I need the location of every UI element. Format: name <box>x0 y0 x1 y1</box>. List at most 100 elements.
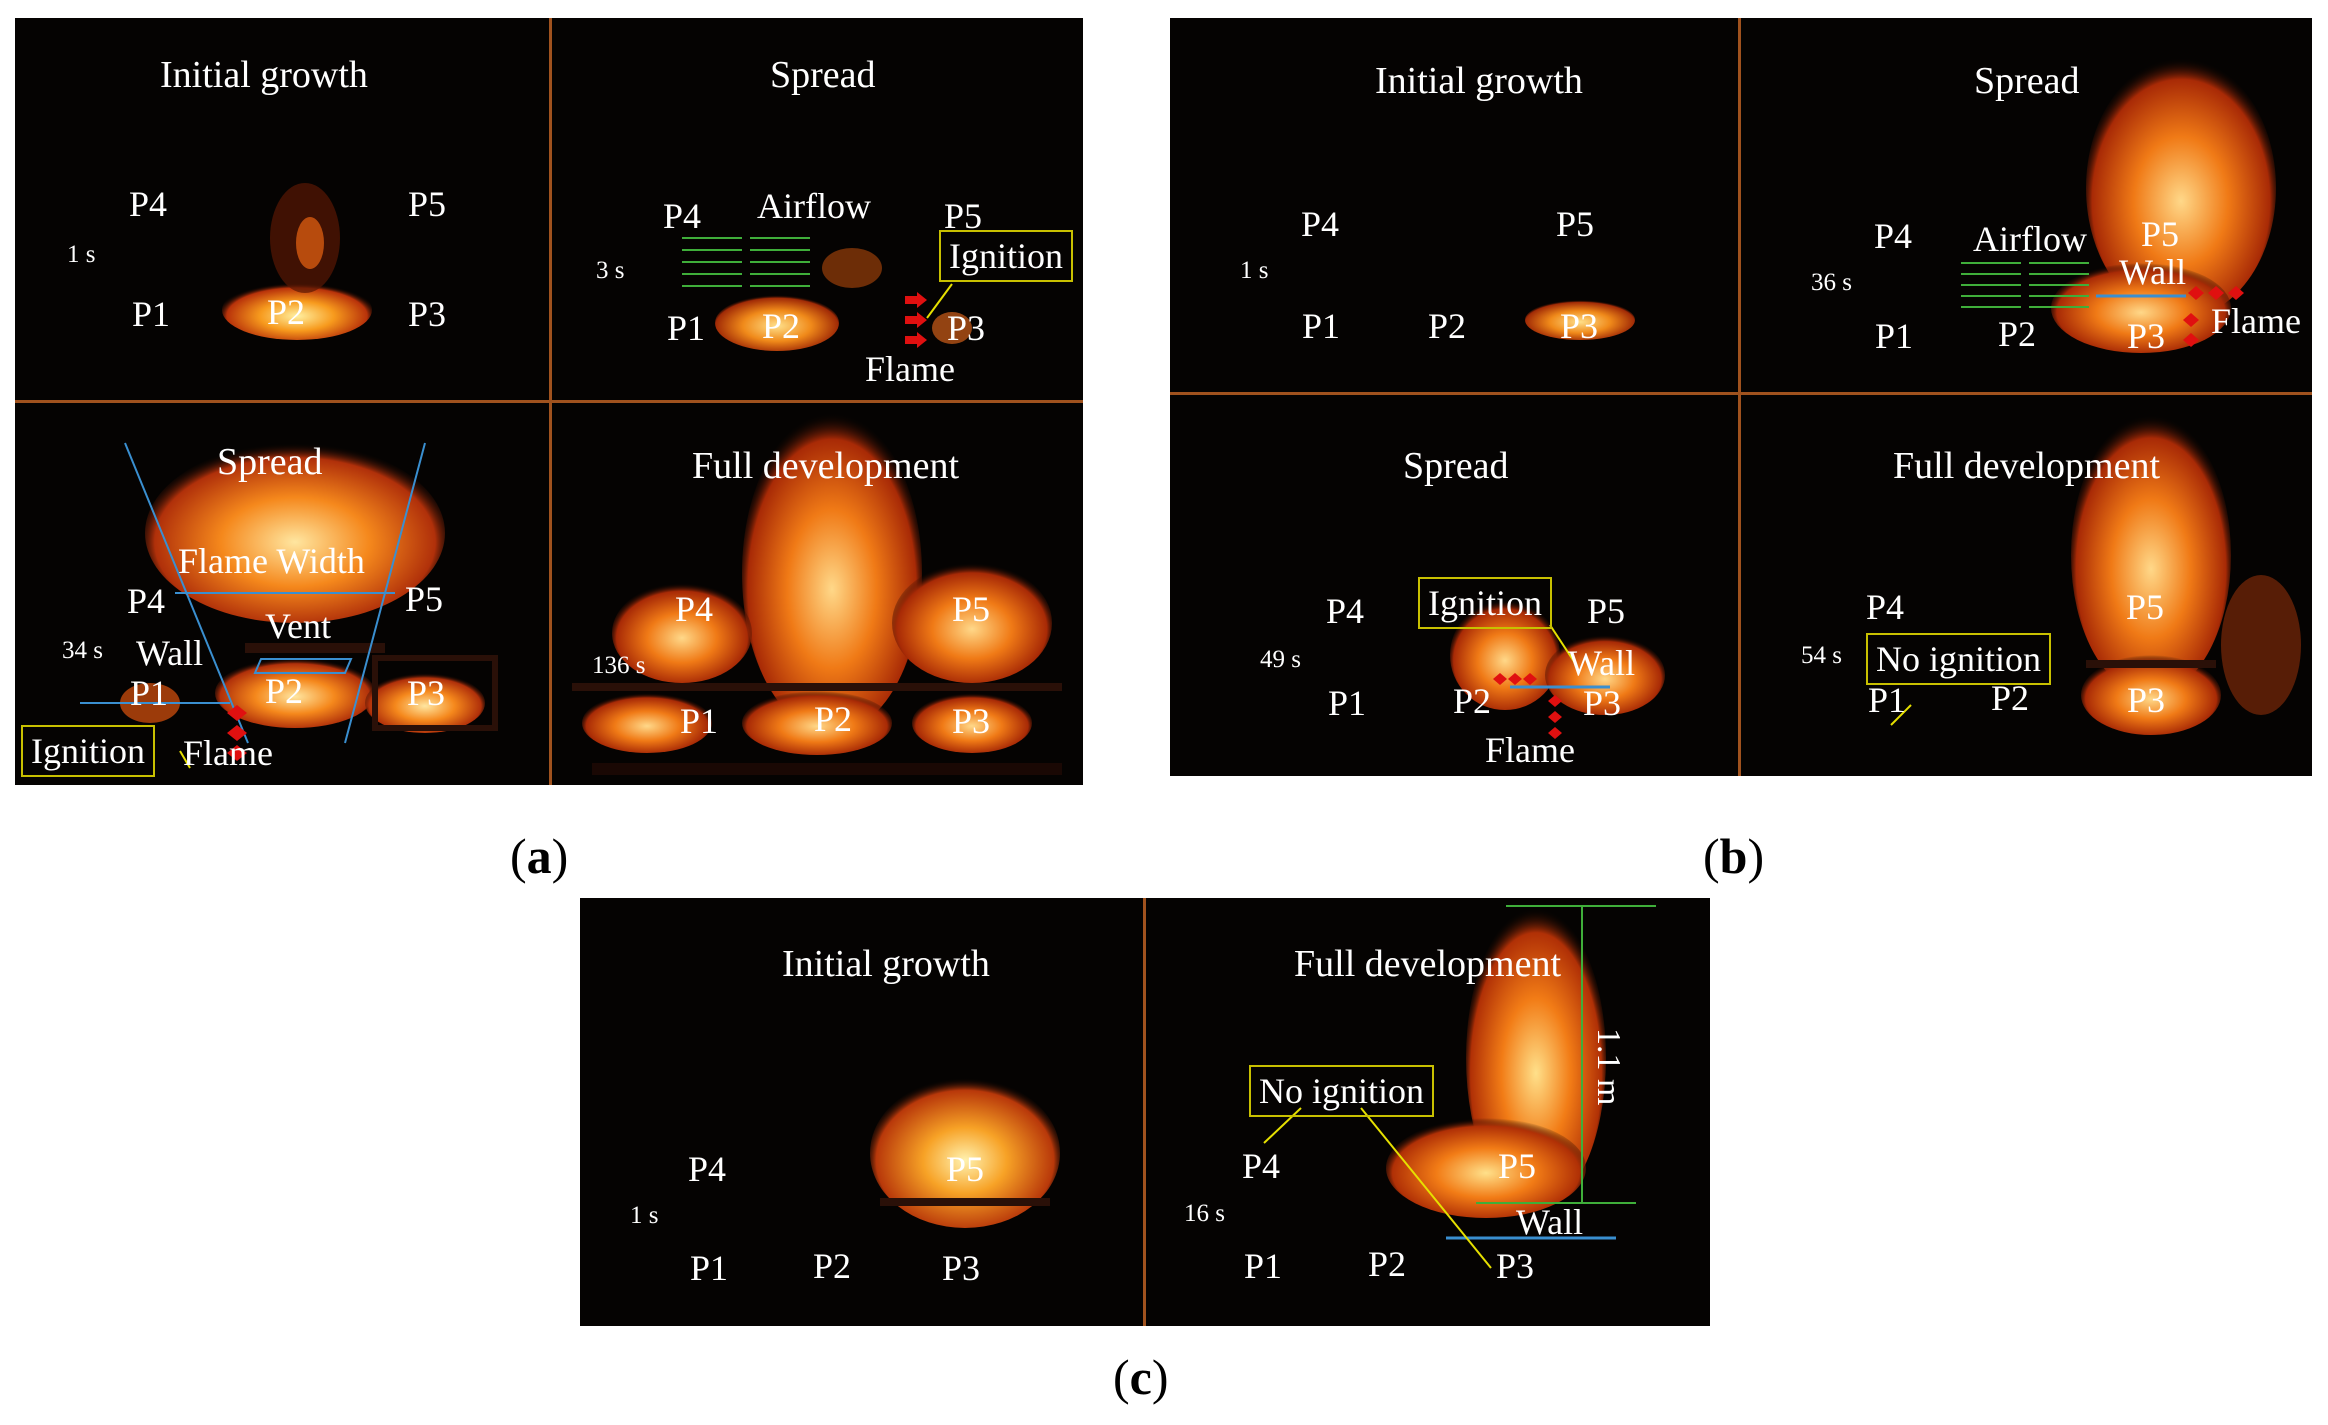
position-label-p3: P3 <box>2127 680 2166 720</box>
panel-c-initial-growth: Initial growth P4 P5 1 s P1 P2 P3 <box>580 898 1143 1326</box>
flame-image <box>1890 415 2301 735</box>
position-label-p3: P3 <box>408 294 447 334</box>
divider <box>15 400 1083 403</box>
time-stamp: 1 s <box>1240 257 1269 284</box>
panel-a-spread: Spread Airflow P4 P5 Ignition 3 s P1 P2 … <box>552 18 1083 400</box>
time-stamp: 16 s <box>1184 1200 1225 1227</box>
position-label-p4: P4 <box>129 184 168 224</box>
position-label-p1: P1 <box>132 294 171 334</box>
time-stamp: 34 s <box>62 637 103 664</box>
phase-title: Initial growth <box>160 54 368 96</box>
panel-a-full-development: Full development P4 P5 136 s P1 P2 P3 <box>552 403 1083 785</box>
panel-c-full-development: Full development No ignition 1.1 m P4 P5… <box>1146 898 1710 1326</box>
time-stamp: 54 s <box>1801 642 1842 669</box>
position-label-p2: P2 <box>1991 678 2030 718</box>
no-ignition-callout: No ignition <box>1866 633 2052 685</box>
height-label: 1.1 m <box>1590 1028 1627 1106</box>
phase-title: Initial growth <box>1375 60 1583 102</box>
flame-image <box>682 237 972 351</box>
position-label-p5: P5 <box>1556 204 1595 244</box>
ignition-callout: Ignition <box>21 725 155 777</box>
ignition-callout: Ignition <box>1418 577 1552 629</box>
position-label-p2: P2 <box>1368 1244 1407 1284</box>
divider <box>1143 898 1146 1326</box>
position-label-p3: P3 <box>952 701 991 741</box>
position-label-p4: P4 <box>688 1149 727 1189</box>
position-label-p5: P5 <box>2126 587 2165 627</box>
time-stamp: 36 s <box>1811 269 1852 296</box>
phase-title: Full development <box>1294 943 1562 985</box>
time-stamp: 136 s <box>592 652 646 679</box>
position-label-p5: P5 <box>944 196 983 236</box>
figure-b: Initial growth P4 P5 1 s P1 P2 P3 <box>1170 18 2312 776</box>
position-label-p4: P4 <box>1874 216 1913 256</box>
position-label-p2: P2 <box>265 671 304 711</box>
position-label-p4: P4 <box>1242 1146 1281 1186</box>
position-label-p4: P4 <box>675 589 714 629</box>
wall-label: Wall <box>2119 252 2187 292</box>
airflow-label: Airflow <box>757 186 871 226</box>
position-label-p5: P5 <box>2141 214 2180 254</box>
flame-image <box>1961 58 2276 353</box>
wall-label: Wall <box>1516 1202 1584 1242</box>
time-stamp: 1 s <box>630 1202 659 1229</box>
caption-c: (c) <box>1113 1349 1169 1405</box>
panel-b-full-development: Full development P4 P5 54 s No ignition … <box>1741 395 2312 776</box>
flame-image <box>80 442 498 769</box>
position-label-p1: P1 <box>1868 680 1907 720</box>
flame-image <box>1263 905 1656 1269</box>
divider <box>1170 392 2312 395</box>
position-label-p5: P5 <box>408 184 447 224</box>
position-label-p4: P4 <box>127 581 166 621</box>
flame-label: Flame <box>865 349 955 389</box>
flame-label: Flame <box>1485 730 1575 770</box>
position-label-p1: P1 <box>130 673 169 713</box>
panel-a-initial-growth: Initial growth P4 P5 P1 P2 P3 1 s <box>15 18 549 400</box>
panel-a-spread-34s: Spread Flame Width P4 P5 Vent 34 s Wall … <box>15 403 549 785</box>
position-label-p4: P4 <box>1301 204 1340 244</box>
phase-title: Initial growth <box>782 943 990 985</box>
wall-label: Wall <box>1568 643 1636 683</box>
flame-label: Flame <box>2211 301 2301 341</box>
phase-title: Full development <box>1893 445 2161 487</box>
phase-title: Spread <box>770 54 876 96</box>
position-label-p3: P3 <box>1583 683 1622 723</box>
position-label-p5: P5 <box>1498 1146 1537 1186</box>
no-ignition-callout: No ignition <box>1249 1065 1435 1117</box>
position-label-p1: P1 <box>1302 306 1341 346</box>
position-label-p5: P5 <box>1587 591 1626 631</box>
wall-label: Wall <box>136 633 204 673</box>
flame-image <box>1525 300 1635 340</box>
position-label-p4: P4 <box>663 196 702 236</box>
position-label-p3: P3 <box>1560 306 1599 346</box>
flame-width-label: Flame Width <box>178 541 365 581</box>
position-label-p2: P2 <box>814 699 853 739</box>
vent-label: Vent <box>265 606 331 646</box>
phase-title: Spread <box>1403 445 1509 487</box>
position-label-p1: P1 <box>680 701 719 741</box>
position-label-p1: P1 <box>1875 316 1914 356</box>
panel-b-spread-49s: Spread Ignition P4 P5 49 s Wall P1 P2 P3… <box>1170 395 1738 776</box>
divider <box>1738 18 1741 776</box>
position-label-p2: P2 <box>813 1246 852 1286</box>
position-label-p3: P3 <box>407 673 446 713</box>
panel-b-initial-growth: Initial growth P4 P5 1 s P1 P2 P3 <box>1170 18 1738 392</box>
position-label-p5: P5 <box>946 1149 985 1189</box>
position-label-p4: P4 <box>1866 587 1905 627</box>
position-label-p2: P2 <box>1998 314 2037 354</box>
position-label-p1: P1 <box>1328 683 1367 723</box>
position-label-p3: P3 <box>2127 316 2166 356</box>
position-label-p2: P2 <box>267 292 306 332</box>
time-stamp: 1 s <box>67 241 96 268</box>
flame-image <box>572 413 1062 775</box>
position-label-p1: P1 <box>1244 1246 1283 1286</box>
position-label-p2: P2 <box>762 306 801 346</box>
caption-a: (a) <box>510 828 569 884</box>
phase-title: Spread <box>217 441 323 483</box>
position-label-p1: P1 <box>667 308 706 348</box>
panel-b-spread: Spread P4 Airflow P5 Wall 36 s Flame P1 … <box>1741 18 2312 392</box>
flame-image <box>870 1078 1060 1228</box>
position-label-p3: P3 <box>942 1248 981 1288</box>
position-label-p2: P2 <box>1453 681 1492 721</box>
airflow-label: Airflow <box>1973 219 2087 259</box>
